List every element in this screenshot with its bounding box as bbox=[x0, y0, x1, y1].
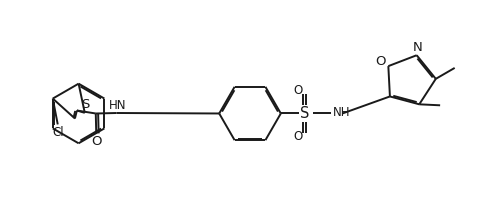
Text: Cl: Cl bbox=[52, 126, 63, 139]
Text: O: O bbox=[91, 135, 102, 148]
Text: N: N bbox=[412, 41, 422, 54]
Text: O: O bbox=[375, 55, 386, 68]
Text: HN: HN bbox=[109, 99, 126, 112]
Text: S: S bbox=[81, 98, 90, 111]
Text: O: O bbox=[293, 130, 302, 143]
Text: O: O bbox=[293, 84, 302, 97]
Text: S: S bbox=[300, 106, 309, 121]
Text: NH: NH bbox=[332, 107, 350, 120]
